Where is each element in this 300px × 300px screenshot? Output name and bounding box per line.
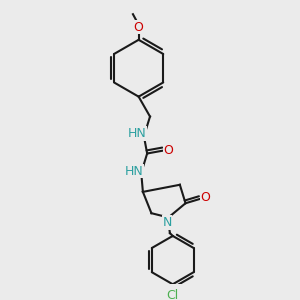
Text: N: N [162,216,172,229]
Text: O: O [134,20,144,34]
Text: HN: HN [125,165,144,178]
Text: Cl: Cl [167,289,179,300]
Text: HN: HN [128,127,147,140]
Text: O: O [200,191,210,204]
Text: O: O [164,144,173,157]
